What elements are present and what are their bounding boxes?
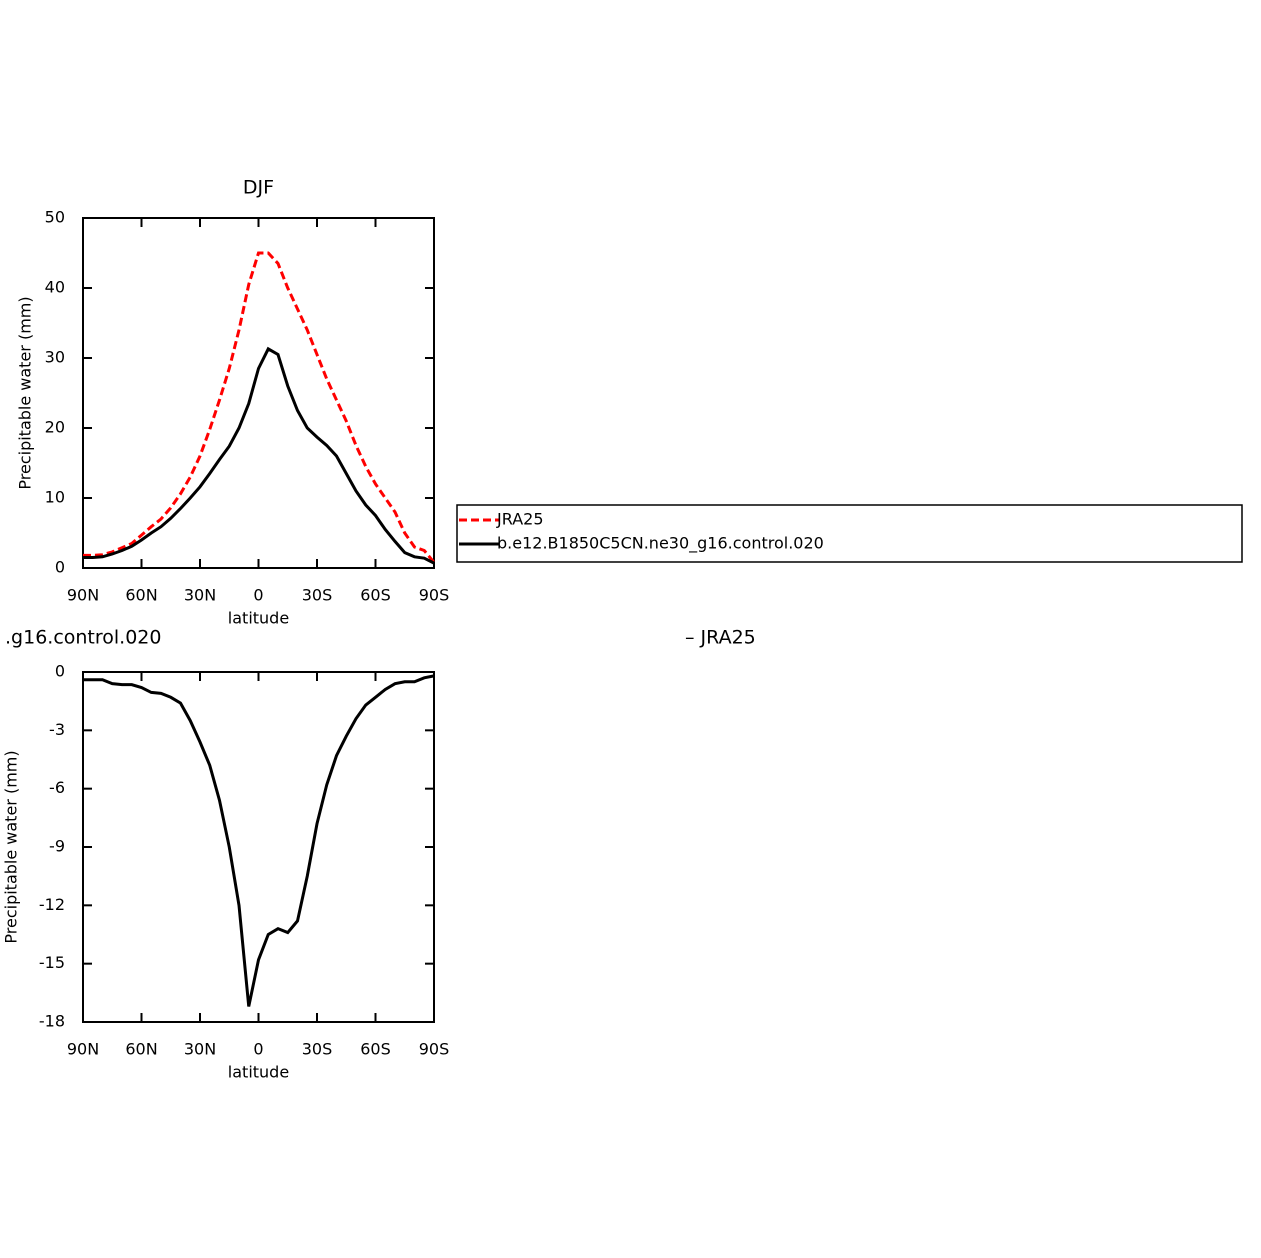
y-tick-label: -9 [49, 837, 65, 856]
y-tick-label: -18 [39, 1012, 65, 1031]
y-tick-label: 40 [45, 278, 65, 297]
data-line [83, 251, 436, 564]
x-tick-label: 60N [125, 1040, 157, 1059]
legend-label: b.e12.B1850C5CN.ne30_g16.control.020 [497, 534, 824, 554]
x-tick-label: 30S [302, 1040, 333, 1059]
legend-box [456, 504, 1243, 563]
x-tick-label: 30N [184, 1040, 216, 1059]
y-axis-label: Precipitable water (mm) [2, 750, 21, 943]
x-tick-label: 90S [419, 1040, 450, 1059]
x-tick-label: 30N [184, 586, 216, 605]
y-tick-label: -15 [39, 953, 65, 972]
chart-title: DJF [243, 177, 274, 199]
y-tick-label: 0 [55, 558, 65, 577]
y-tick-label: 50 [45, 208, 65, 227]
plot-frame [82, 671, 435, 1023]
x-tick-label: 90N [67, 1040, 99, 1059]
x-tick-label: 30S [302, 586, 333, 605]
chart-title: – JRA25 [685, 627, 756, 649]
y-tick-label: 30 [45, 348, 65, 367]
x-axis-label: latitude [228, 1063, 289, 1082]
x-tick-label: 90S [419, 586, 450, 605]
y-tick-label: 10 [45, 488, 65, 507]
plot-frame [82, 217, 435, 569]
x-tick-label: 90N [67, 586, 99, 605]
y-tick-label: -12 [39, 895, 65, 914]
x-tick-label: 0 [253, 586, 263, 605]
y-tick-label: 20 [45, 418, 65, 437]
legend-label: JRA25 [496, 510, 544, 529]
y-tick-label: 0 [55, 662, 65, 681]
data-line [83, 346, 435, 565]
x-tick-label: 60N [125, 586, 157, 605]
x-tick-label: 60S [360, 586, 391, 605]
data-line [83, 674, 435, 1007]
x-axis-label: latitude [228, 609, 289, 628]
y-tick-label: -3 [49, 720, 65, 739]
y-axis-label: Precipitable water (mm) [16, 296, 35, 489]
y-tick-label: -6 [49, 778, 65, 797]
x-tick-label: 0 [253, 1040, 263, 1059]
chart-title: .g16.control.020 [5, 627, 161, 649]
x-tick-label: 60S [360, 1040, 391, 1059]
